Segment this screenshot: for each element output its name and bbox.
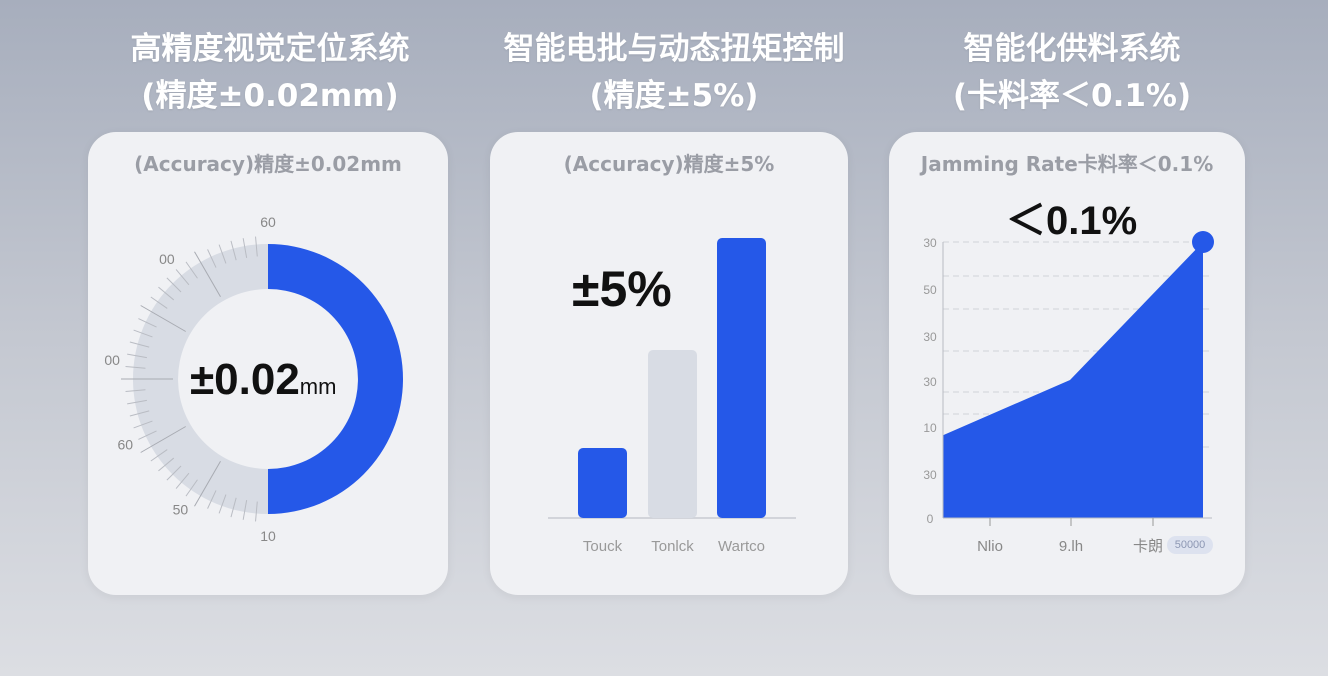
gauge-tick bbox=[175, 472, 190, 489]
title-line2: (精度±0.02mm) bbox=[141, 78, 399, 114]
y-tick-label: 0 bbox=[927, 512, 934, 526]
panel2-title: 智能电批与动态扭矩控制 (精度±5%) bbox=[464, 26, 884, 120]
x-tick-label: Nlio bbox=[977, 538, 1003, 555]
gauge-tick-label: 00 bbox=[104, 352, 120, 368]
gauge-number: ±0.02 bbox=[190, 355, 300, 404]
gauge-tick bbox=[140, 426, 186, 453]
end-point-marker bbox=[1192, 231, 1214, 253]
gauge-tick-label: 10 bbox=[260, 528, 276, 544]
bar bbox=[717, 238, 766, 518]
gauge-tick bbox=[255, 236, 258, 257]
gauge-tick bbox=[166, 465, 182, 481]
gauge-tick bbox=[127, 353, 147, 359]
x-tick-label: Wartco bbox=[718, 538, 765, 555]
y-tick-label: 30 bbox=[923, 236, 937, 250]
gauge-value: ±0.02mm bbox=[190, 355, 336, 405]
title-line2: (精度±5%) bbox=[589, 78, 759, 114]
gauge-fill bbox=[268, 244, 403, 514]
y-tick-label: 50 bbox=[923, 283, 937, 297]
gauge-tick bbox=[127, 399, 147, 405]
gauge-tick bbox=[175, 269, 190, 286]
y-tick-label: 10 bbox=[923, 421, 937, 435]
title-line1: 智能化供料系统 bbox=[963, 31, 1181, 67]
gauge-tick bbox=[207, 249, 217, 268]
gauge-tick bbox=[185, 479, 198, 497]
panel3-title: 智能化供料系统 (卡料率＜0.1%) bbox=[862, 26, 1282, 120]
gauge-tick bbox=[158, 286, 175, 301]
x-tick-label: 卡朗 bbox=[1133, 538, 1163, 555]
gauge-tick bbox=[138, 318, 157, 328]
x-tick-label: Touck bbox=[583, 538, 623, 555]
gauge-tick bbox=[140, 305, 186, 332]
bar bbox=[648, 350, 697, 518]
gauge-tick bbox=[255, 501, 258, 522]
gauge-tick bbox=[150, 449, 168, 462]
y-tick-label: 30 bbox=[923, 330, 937, 344]
y-tick-label: 30 bbox=[923, 375, 937, 389]
bar bbox=[578, 448, 627, 518]
x-tick-label: Tonlck bbox=[651, 538, 694, 555]
gauge-tick-label: 50 bbox=[173, 501, 189, 517]
gauge-tick bbox=[207, 490, 217, 509]
legend-badge: 50000 bbox=[1167, 536, 1213, 554]
gauge-tick bbox=[242, 238, 248, 258]
x-tick-label: 9.lh bbox=[1059, 538, 1083, 555]
card-subtitle: (Accuracy)精度±0.02mm bbox=[134, 152, 402, 176]
gauge-tick bbox=[218, 244, 227, 264]
gauge-tick-label: 00 bbox=[159, 251, 175, 267]
gauge-tick bbox=[125, 366, 146, 369]
gauge-tick bbox=[218, 494, 227, 514]
gauge-tick bbox=[129, 341, 150, 348]
card-subtitle: Jamming Rate卡料率＜0.1% bbox=[920, 152, 1214, 176]
gauge-track bbox=[132, 244, 268, 514]
gauge-tick bbox=[158, 457, 175, 472]
gauge-tick-label: 60 bbox=[260, 214, 276, 230]
gauge-tick bbox=[166, 277, 182, 293]
bar-big-value: ±5% bbox=[572, 261, 672, 317]
area-fill bbox=[943, 242, 1203, 518]
gauge-tick-label: 60 bbox=[117, 436, 133, 452]
gauge-tick bbox=[150, 296, 168, 309]
gauge-tick bbox=[129, 410, 150, 417]
gauge-tick bbox=[125, 389, 146, 392]
gauge-unit: mm bbox=[299, 374, 337, 399]
panel1-title: 高精度视觉定位系统 (精度±0.02mm) bbox=[60, 26, 480, 120]
title-line1: 智能电批与动态扭矩控制 bbox=[503, 31, 845, 67]
card-subtitle: (Accuracy)精度±5% bbox=[563, 152, 775, 176]
gauge-tick bbox=[133, 420, 153, 429]
gauge-tick bbox=[230, 240, 237, 261]
gauge-tick bbox=[185, 261, 198, 279]
area-big-value: ＜0.1% bbox=[1006, 199, 1138, 243]
gauge-tick bbox=[194, 461, 221, 507]
gauge-tick bbox=[194, 251, 221, 297]
gauge-tick bbox=[242, 500, 248, 520]
y-tick-label: 30 bbox=[923, 468, 937, 482]
gauge-tick bbox=[230, 497, 237, 518]
gauge-tick bbox=[133, 329, 153, 338]
title-line1: 高精度视觉定位系统 bbox=[130, 31, 410, 67]
title-line2: (卡料率＜0.1%) bbox=[952, 78, 1192, 114]
gauge-tick bbox=[138, 430, 157, 440]
